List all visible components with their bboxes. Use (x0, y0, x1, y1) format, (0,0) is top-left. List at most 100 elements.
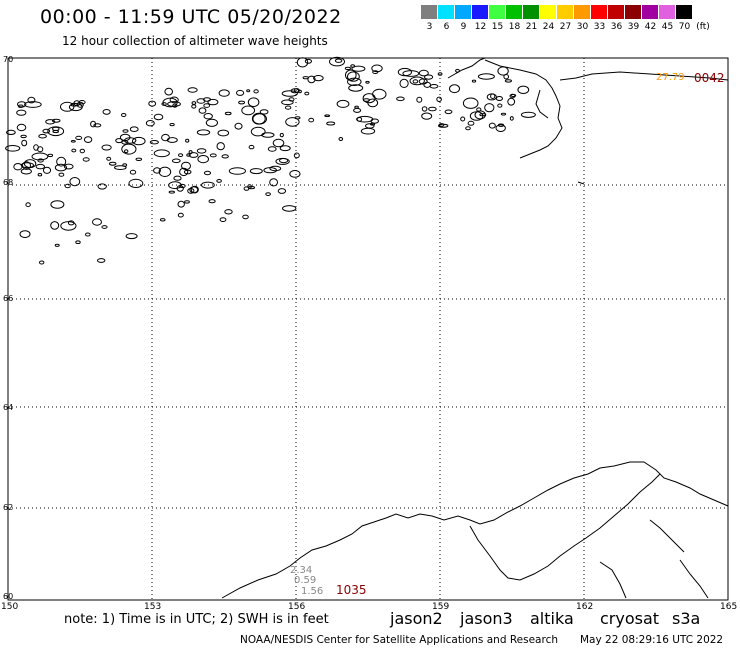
legend-label-15: 15 (491, 22, 504, 32)
lat-label-62: 62 (3, 503, 13, 512)
contour-loop (421, 112, 433, 120)
contour-loop (159, 218, 166, 222)
contour-loop (169, 123, 175, 127)
contour-loop (251, 112, 266, 125)
contour-loop (176, 185, 184, 192)
contour-loop (196, 129, 211, 136)
contour-loop (353, 107, 362, 113)
contour-loop (421, 106, 428, 112)
contour-loop (370, 118, 380, 124)
contour-loop (345, 69, 357, 81)
contour-loop (365, 80, 370, 84)
legend-label-27: 27 (559, 22, 572, 32)
contour-loop (25, 202, 31, 208)
contour-loop (279, 132, 284, 138)
contour-loop (128, 178, 144, 188)
contour-loop (272, 138, 285, 148)
contour-loop (484, 103, 495, 113)
contour-loop (490, 93, 496, 99)
legend-label-6: 6 (443, 22, 450, 32)
contour-loop (201, 181, 215, 189)
contour-loop (365, 123, 375, 129)
contour-loop (348, 84, 364, 92)
contour-loop (35, 163, 45, 170)
track-top-id: 0042 (694, 71, 725, 85)
legend-swatch-70 (676, 5, 692, 19)
legend-swatch-12 (472, 5, 488, 19)
legend-unit: (ft) (696, 22, 710, 32)
contour-loop (122, 129, 129, 133)
contour-loop (37, 173, 43, 177)
contour-loop (449, 84, 460, 94)
footer-credit: NOAA/NESDIS Center for Satellite Applica… (240, 634, 558, 646)
contour-loop (296, 57, 309, 68)
contour-loop (79, 148, 86, 154)
map-frame (7, 57, 729, 601)
lon-label-153: 153 (144, 602, 161, 612)
contour-loop (93, 123, 102, 128)
contour-loop (129, 169, 137, 175)
contour-loop (284, 105, 292, 110)
contour-loop (267, 146, 277, 152)
contour-loop (362, 98, 370, 102)
legend-label-42: 42 (644, 22, 657, 32)
contour-loop (198, 107, 207, 114)
contour-loop (50, 200, 65, 209)
contour-loop (307, 75, 316, 84)
contour-loop (269, 178, 279, 187)
contour-loop (27, 96, 36, 104)
contour-loop (471, 79, 477, 83)
contour-loop (329, 56, 345, 67)
track-bottom-id: 1035 (336, 583, 367, 597)
contour-loop (367, 98, 379, 108)
legend-label-18: 18 (508, 22, 521, 32)
contour-loop (184, 200, 190, 204)
contour-loop (196, 98, 206, 104)
contour-loop (495, 124, 506, 133)
contour-loop (153, 113, 164, 121)
contour-loop (5, 129, 16, 135)
contour-loop (197, 155, 209, 164)
contour-loop (409, 76, 425, 86)
contour-loop (124, 137, 137, 144)
contour-loop (164, 87, 173, 96)
contour-loop (261, 132, 275, 138)
contour-loop (132, 136, 146, 146)
contour-loop (455, 68, 460, 73)
contour-loop (51, 118, 61, 123)
contour-loop (444, 109, 453, 115)
contour-loop (167, 101, 181, 107)
contour-loop (47, 153, 54, 158)
contour-loop (173, 175, 182, 181)
contour-loop (172, 103, 178, 108)
contour-loop (33, 144, 39, 151)
legend-swatch-3 (421, 5, 437, 19)
contour-loop (424, 74, 434, 80)
contour-loop (56, 156, 67, 167)
contour-loop (429, 84, 439, 89)
contour-loop (520, 111, 536, 118)
contour-loop (285, 117, 300, 127)
legend-swatch-45 (659, 5, 675, 19)
contour-loop (418, 78, 428, 85)
contour-loop (308, 117, 315, 123)
contour-loop (153, 167, 161, 174)
legend-swatch-30 (574, 5, 590, 19)
track-top-value: 27.79 (656, 72, 685, 83)
contour-loop (75, 135, 83, 140)
contour-loop (187, 87, 198, 93)
contour-loop (177, 200, 185, 208)
contour-loop (188, 152, 199, 158)
contour-loop (196, 148, 207, 154)
contour-loop (42, 128, 51, 134)
contour-loop (92, 218, 102, 226)
north-coastline (447, 57, 729, 185)
contour-loop (281, 99, 294, 106)
contour-loop (5, 145, 21, 152)
contour-loop (75, 240, 81, 244)
contour-loop (219, 217, 227, 223)
contour-loop (101, 225, 108, 229)
legend-label-30: 30 (576, 22, 589, 32)
contour-loop (124, 149, 129, 154)
contour-loop (236, 89, 245, 96)
